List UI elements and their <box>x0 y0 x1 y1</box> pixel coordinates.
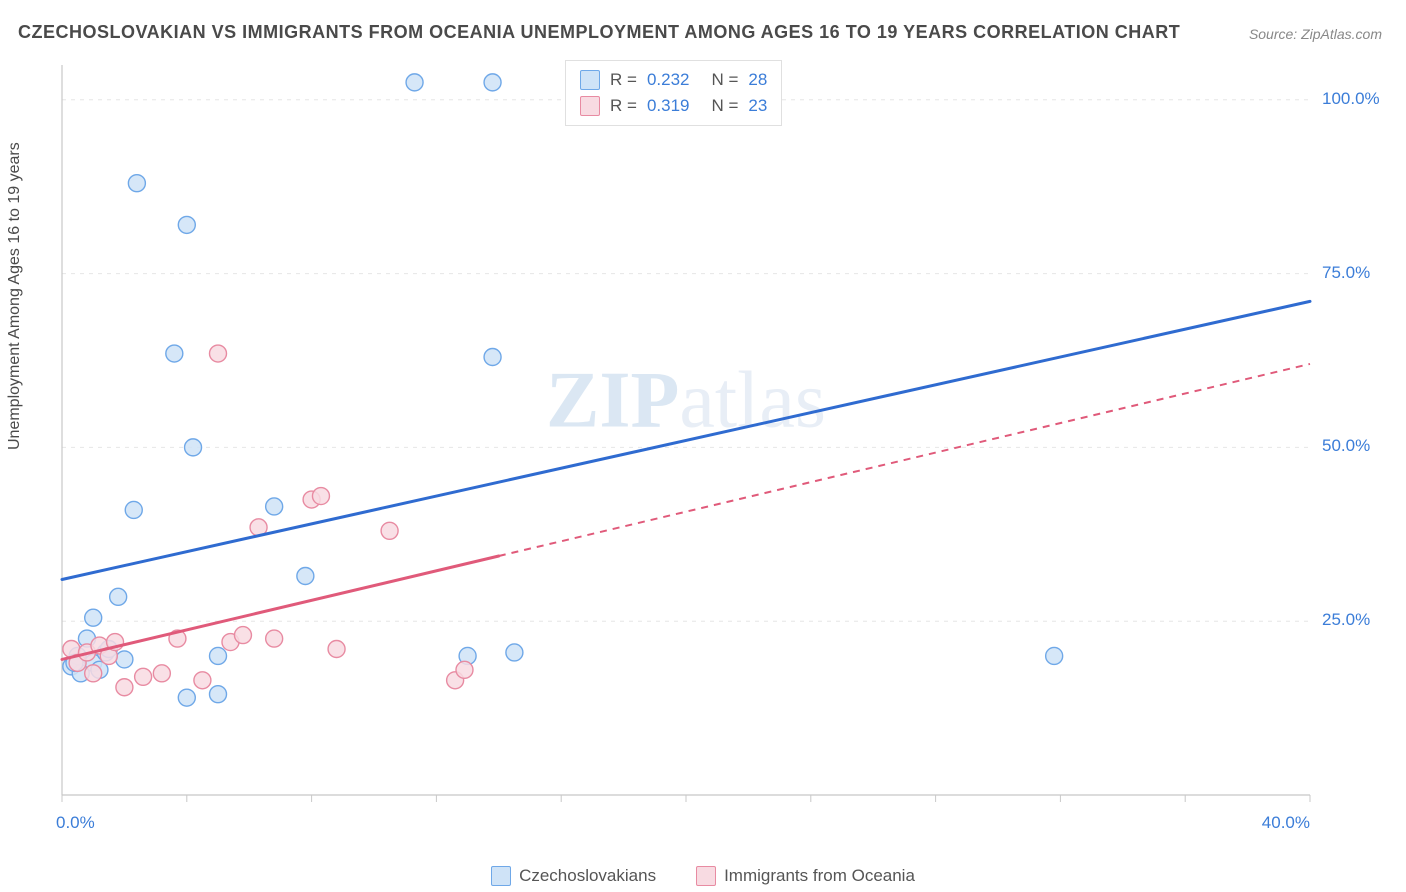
axis-tick-label: 25.0% <box>1322 610 1370 630</box>
axis-tick-label: 50.0% <box>1322 436 1370 456</box>
legend-label: Czechoslovakians <box>519 866 656 886</box>
legend-swatch <box>580 70 600 90</box>
legend-label: Immigrants from Oceania <box>724 866 915 886</box>
svg-text:ZIPatlas: ZIPatlas <box>546 357 826 445</box>
axis-tick-label: 40.0% <box>1262 813 1310 833</box>
correlation-chart: CZECHOSLOVAKIAN VS IMMIGRANTS FROM OCEAN… <box>0 0 1406 892</box>
n-value: 23 <box>748 96 767 116</box>
legend-swatch <box>580 96 600 116</box>
n-value: 28 <box>748 70 767 90</box>
axis-tick-label: 0.0% <box>56 813 95 833</box>
source-label: Source: ZipAtlas.com <box>1249 26 1382 42</box>
n-label: N = <box>711 96 738 116</box>
plot-svg: ZIPatlas <box>50 55 1370 825</box>
axis-tick-label: 75.0% <box>1322 263 1370 283</box>
r-label: R = <box>610 70 637 90</box>
legend-swatch <box>696 866 716 886</box>
legend-item: Czechoslovakians <box>491 866 656 886</box>
chart-title: CZECHOSLOVAKIAN VS IMMIGRANTS FROM OCEAN… <box>18 22 1180 43</box>
n-label: N = <box>711 70 738 90</box>
r-value: 0.319 <box>647 96 690 116</box>
legend-bottom: Czechoslovakians Immigrants from Oceania <box>0 866 1406 886</box>
legend-swatch <box>491 866 511 886</box>
legend-item: Immigrants from Oceania <box>696 866 915 886</box>
stats-legend: R = 0.232 N = 28 R = 0.319 N = 23 <box>565 60 782 126</box>
axis-tick-label: 100.0% <box>1322 89 1380 109</box>
r-value: 0.232 <box>647 70 690 90</box>
r-label: R = <box>610 96 637 116</box>
y-axis-label: Unemployment Among Ages 16 to 19 years <box>6 142 24 450</box>
